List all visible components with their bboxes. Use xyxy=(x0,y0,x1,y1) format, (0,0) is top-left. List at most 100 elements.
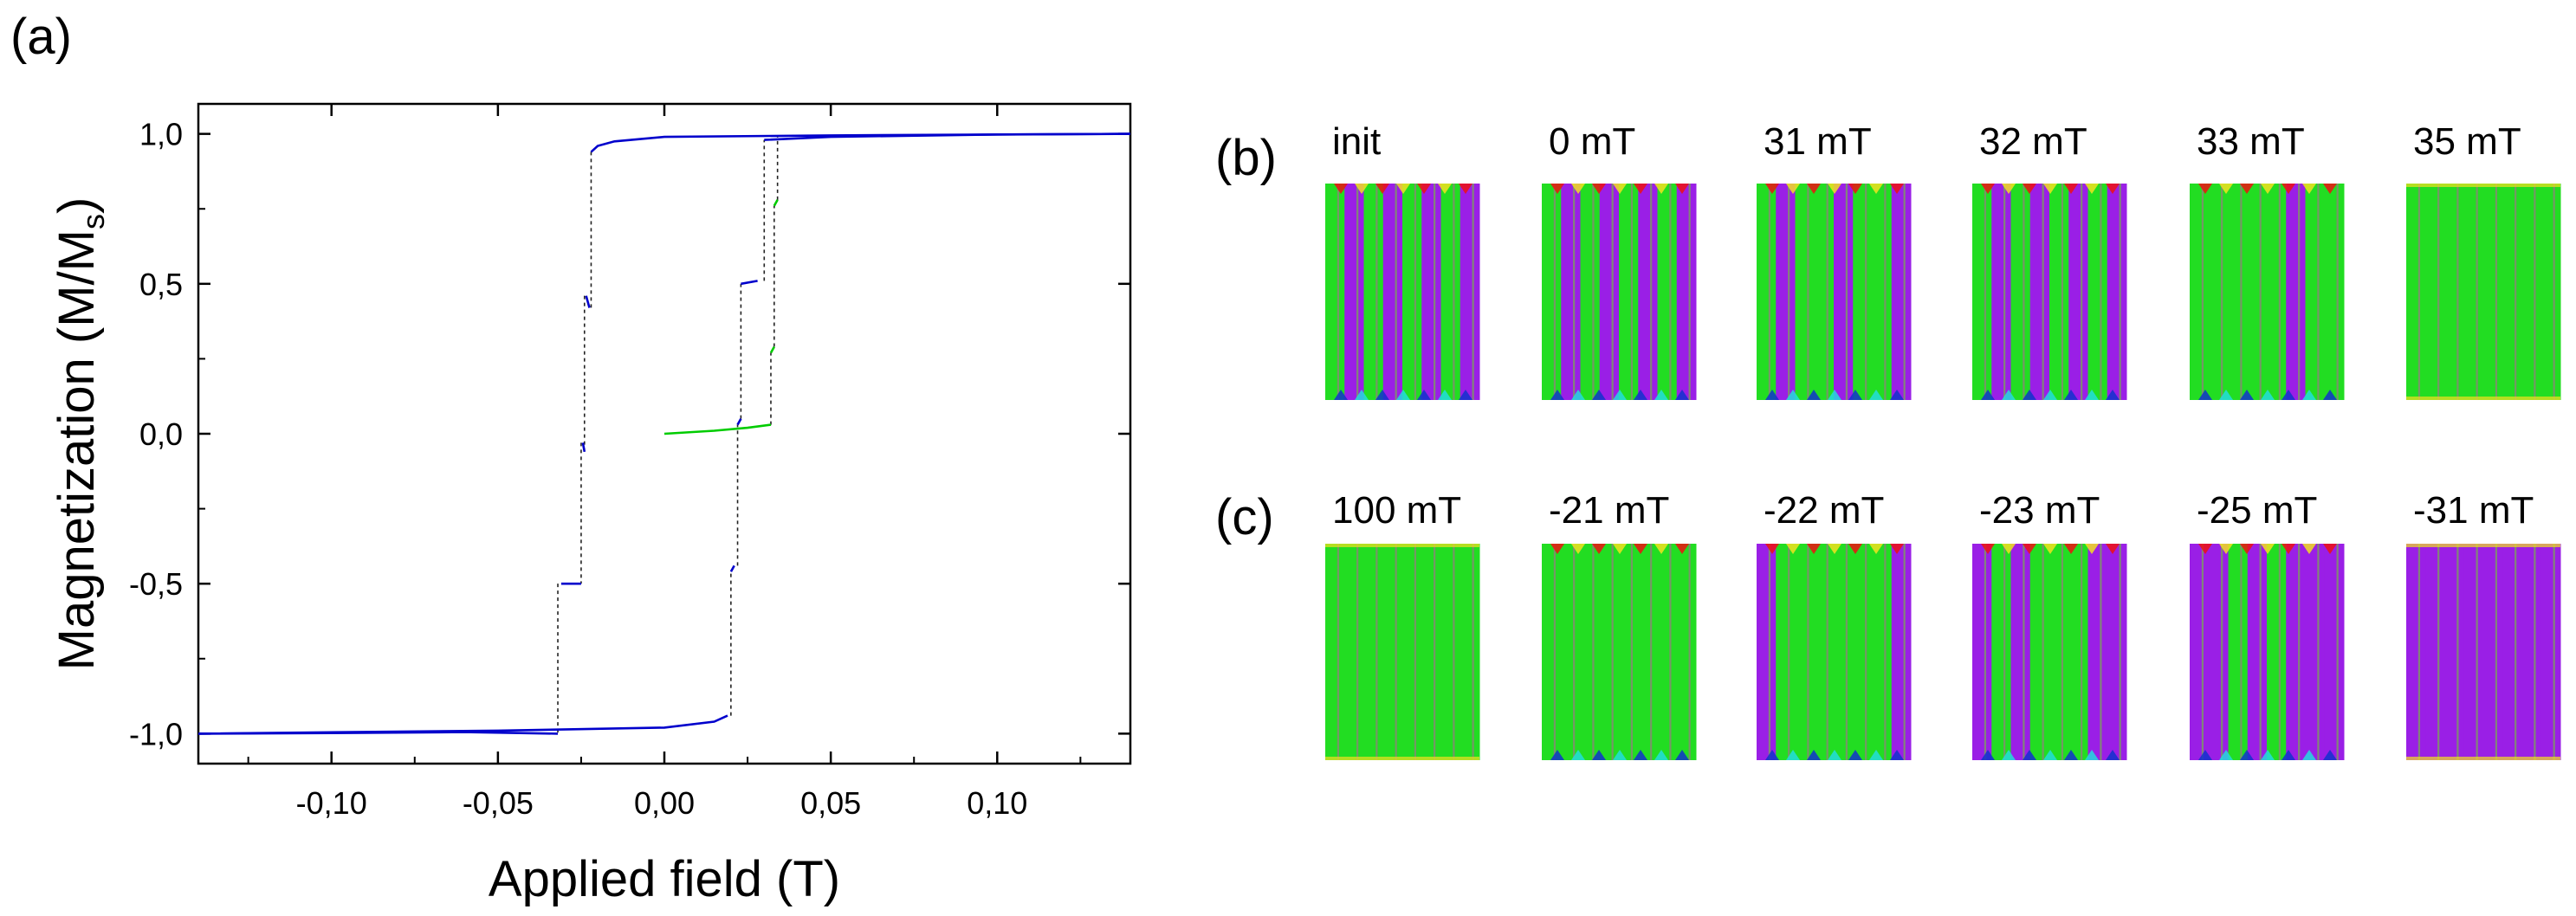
domain-wall xyxy=(1434,184,1436,400)
snapshot-label: 0 mT xyxy=(1549,120,1635,163)
domain-stripe xyxy=(1325,544,1345,760)
edge-vortex-top xyxy=(2023,184,2036,194)
edge-vortex-bottom xyxy=(1396,390,1410,400)
domain-wall xyxy=(1356,184,1359,400)
y-axis-label-subscript: s xyxy=(75,214,111,229)
edge-vortex-top xyxy=(2240,184,2254,194)
edge-vortex-bottom xyxy=(2219,390,2233,400)
domain-stripe xyxy=(2406,544,2426,760)
snapshot-c-5: -31 mT xyxy=(2406,489,2561,760)
edge-vortex-bottom xyxy=(1890,390,1904,400)
edge-vortex-top xyxy=(2043,544,2057,554)
domain-wall xyxy=(1650,544,1653,760)
domain-wall xyxy=(1807,184,1809,400)
domain-stripe xyxy=(2540,544,2561,760)
edge-vortex-top xyxy=(2085,184,2099,194)
edge-vortex-bottom xyxy=(1675,750,1689,760)
domain-wall xyxy=(2003,544,2006,760)
snapshot-c-2: -22 mT xyxy=(1757,489,1912,760)
edge-vortex-top xyxy=(2002,544,2016,554)
domain-stripe xyxy=(1891,544,1912,760)
edge-vortex-top xyxy=(2282,184,2295,194)
domain-stripe xyxy=(1872,184,1893,400)
edge-vortex-bottom xyxy=(2106,750,2120,760)
domain-wall xyxy=(1884,184,1887,400)
domain-stripe xyxy=(1599,544,1620,760)
edge-vortex-top xyxy=(2323,184,2337,194)
edge-vortex-bottom xyxy=(2002,750,2016,760)
edge-vortex-top xyxy=(2219,184,2233,194)
edge-vortex-bottom xyxy=(2240,390,2254,400)
domain-wall xyxy=(2221,184,2223,400)
edge-vortex-top xyxy=(1890,544,1904,554)
domain-stripe xyxy=(1580,544,1601,760)
edge-vortex-top xyxy=(1355,184,1369,194)
edge-vortex-bottom xyxy=(1550,390,1564,400)
domain-wall xyxy=(1903,544,1906,760)
series-line xyxy=(197,714,728,735)
edge-vortex-top xyxy=(2261,544,2275,554)
domain-stripe xyxy=(1991,184,2011,400)
domain-stripe xyxy=(2068,184,2088,400)
domain-wall xyxy=(1472,184,1474,400)
edge-vortex-bottom xyxy=(2064,390,2078,400)
domain-stripe xyxy=(1795,184,1815,400)
domain-stripe xyxy=(1776,184,1796,400)
x-tick-label: -0,10 xyxy=(296,785,367,821)
domain-stripe xyxy=(1991,544,2011,760)
domain-wall xyxy=(1553,544,1557,760)
y-tick-label: 1,0 xyxy=(139,117,183,152)
domain-wall xyxy=(1669,184,1672,400)
panel-label-a: (a) xyxy=(10,9,72,65)
edge-vortex-top xyxy=(1550,184,1564,194)
edge-band-bottom xyxy=(2406,397,2560,400)
domain-wall xyxy=(1611,544,1614,760)
snapshot-label: 33 mT xyxy=(2197,120,2305,163)
x-axis-label: Applied field (T) xyxy=(489,851,840,907)
domain-stripe xyxy=(1542,184,1562,400)
domain-wall xyxy=(2456,184,2459,400)
domain-stripe xyxy=(2444,544,2465,760)
edge-vortex-bottom xyxy=(2198,750,2212,760)
edge-vortex-bottom xyxy=(2023,750,2036,760)
domain-wall xyxy=(2042,544,2044,760)
edge-vortex-bottom xyxy=(2043,750,2057,760)
hysteresis-chart: -0,10 -0,05 0,00 0,05 0,10 1,0 0,5 0,0 -0,5 -1,0… xyxy=(49,102,1132,907)
domain-wall xyxy=(2553,544,2555,760)
edge-vortex-top xyxy=(1765,184,1779,194)
edge-vortex-bottom xyxy=(1654,750,1668,760)
domain-wall xyxy=(1768,544,1771,760)
edge-vortex-top xyxy=(1396,184,1410,194)
domain-stripe xyxy=(1542,544,1562,760)
edge-vortex-bottom xyxy=(1438,390,1452,400)
domain-wall xyxy=(1650,184,1653,400)
edge-vortex-top xyxy=(2302,544,2316,554)
domain-stripe xyxy=(2521,184,2542,400)
edge-vortex-top xyxy=(2261,184,2275,194)
snapshot-label: -25 mT xyxy=(2197,489,2317,532)
edge-vortex-bottom xyxy=(1675,390,1689,400)
domain-wall xyxy=(2081,184,2083,400)
edge-vortex-top xyxy=(1634,184,1647,194)
edge-vortex-top xyxy=(2106,184,2120,194)
edge-vortex-bottom xyxy=(2043,390,2057,400)
domain-stripe xyxy=(2247,544,2268,760)
edge-vortex-top xyxy=(2106,544,2120,554)
edge-vortex-top xyxy=(1869,544,1883,554)
domain-wall xyxy=(1356,544,1359,760)
edge-vortex-bottom xyxy=(1375,390,1389,400)
domain-stripe xyxy=(1657,184,1678,400)
y-axis-ticks: 1,0 0,5 0,0 -0,5 -1,0 xyxy=(129,117,1130,752)
domain-stripe xyxy=(2087,184,2108,400)
domain-stripe xyxy=(1402,184,1422,400)
edge-vortex-bottom xyxy=(1807,750,1821,760)
domain-stripe xyxy=(1853,184,1873,400)
snapshot-b-2: 31 mT xyxy=(1757,120,1912,400)
edge-vortex-top xyxy=(1890,184,1904,194)
y-axis-label: Magnetization (M/Ms) xyxy=(49,197,111,671)
domain-stripe xyxy=(1891,184,1912,400)
domain-wall xyxy=(2317,544,2320,760)
domain-stripe xyxy=(2209,184,2229,400)
edge-vortex-top xyxy=(1848,184,1862,194)
panel-label-c: (c) xyxy=(1215,489,1274,545)
